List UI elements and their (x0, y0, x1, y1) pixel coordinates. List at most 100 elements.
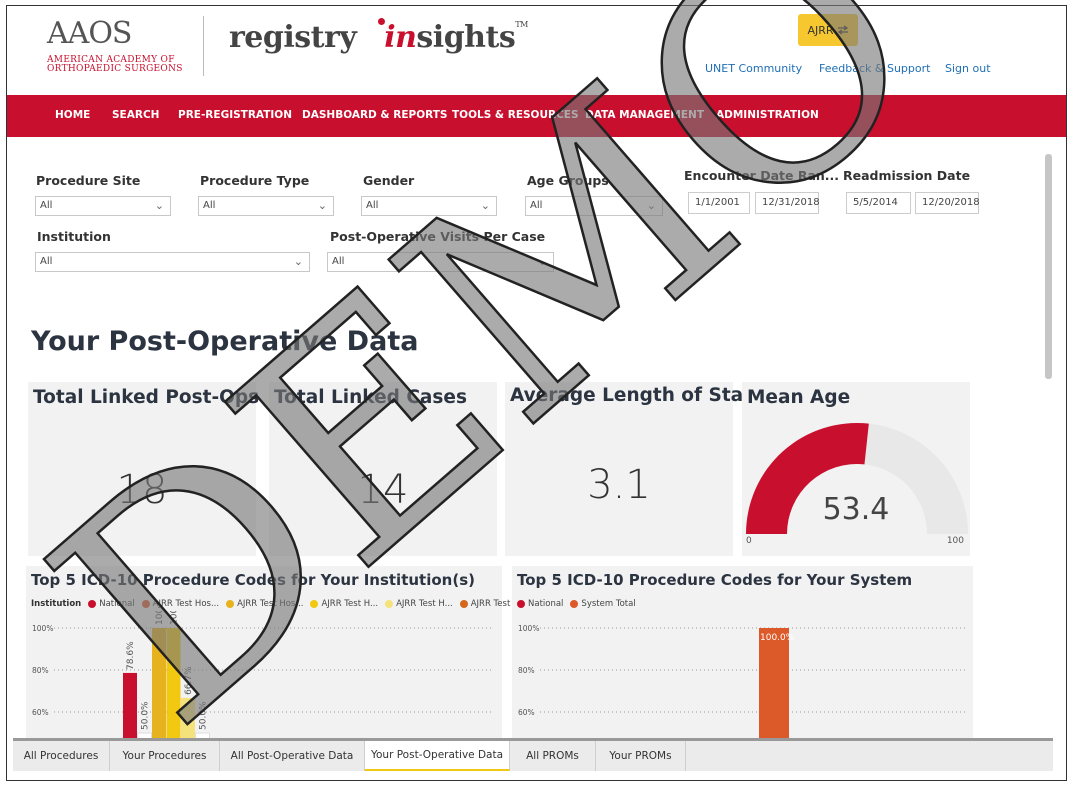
nav-tools-resources[interactable]: TOOLS & RESOURCES (452, 109, 579, 121)
tab-your-procedures[interactable]: Your Procedures (110, 741, 220, 771)
kpi-title: Mean Age (747, 387, 851, 408)
chevron-down-icon: ⌄ (154, 199, 164, 212)
gender-value: All (366, 200, 379, 211)
age-groups-select[interactable]: All ⌄ (525, 196, 663, 216)
encounter-date-label: Encounter Date Ran... (684, 168, 840, 183)
mean-age-gauge (746, 423, 968, 534)
bar-data-label: 100.0% (155, 611, 165, 625)
procedure-site-select[interactable]: All ⌄ (35, 196, 171, 216)
readmission-date-label: Readmission Date (843, 168, 971, 183)
chart-legend: Institution National AJRR Test Hos... AJ… (31, 599, 527, 609)
tab-all-proms[interactable]: All PROMs (510, 741, 596, 771)
chart-bar[interactable] (195, 732, 210, 741)
logo-in-word: in (384, 20, 417, 55)
procedure-type-select[interactable]: All ⌄ (198, 196, 334, 216)
legend-dot-icon (517, 600, 525, 608)
ajrr-switch-button[interactable]: AJRR (798, 14, 858, 46)
bar-data-label: 66.7% (184, 666, 194, 695)
legend-title: Institution (31, 599, 82, 609)
age-groups-label: Age Groups (527, 173, 609, 188)
legend-entry[interactable]: AJRR Test Hos... (237, 599, 304, 609)
tab-your-post-operative-data[interactable]: Your Post-Operative Data (365, 741, 510, 771)
nav-search[interactable]: SEARCH (112, 109, 160, 121)
unet-community-link[interactable]: UNET Community (705, 62, 803, 75)
chart-bar[interactable] (123, 672, 137, 741)
main-nav: HOME SEARCH PRE-REGISTRATION DASHBOARD &… (7, 95, 1066, 137)
bar-data-label: 50.0% (141, 701, 151, 730)
tab-all-post-operative-data[interactable]: All Post-Operative Data (220, 741, 365, 771)
legend-entry[interactable]: AJRR Test H... (396, 599, 453, 609)
encounter-start-date-input[interactable]: 1/1/2001 (688, 192, 750, 214)
tab-all-procedures[interactable]: All Procedures (13, 741, 110, 771)
y-tick-label: 80% (32, 666, 49, 675)
registry-insights-logo[interactable]: registry insightsTM (229, 18, 528, 55)
gauge-fill (746, 423, 869, 534)
sign-out-link[interactable]: Sign out (945, 62, 991, 75)
encounter-end-date-input[interactable]: 12/31/2018 (755, 192, 820, 214)
nav-home[interactable]: HOME (55, 109, 91, 121)
logo-sights-word: sights (416, 20, 516, 55)
bar-data-label: 100.0% (760, 633, 795, 643)
legend-entry[interactable]: National (528, 599, 564, 609)
procedure-site-label: Procedure Site (36, 173, 141, 188)
ajrr-button-label: AJRR (807, 23, 834, 37)
bar-data-label: 78.6% (126, 641, 136, 670)
y-tick-label: 100% (518, 624, 539, 633)
aaos-logo[interactable]: AAOS American Academy of Orthopaedic Sur… (47, 16, 197, 76)
gender-label: Gender (363, 173, 415, 188)
institution-label: Institution (37, 229, 111, 244)
nav-data-management[interactable]: DATA MANAGEMENT (585, 109, 705, 121)
post-op-visits-select[interactable]: All ⌄ (327, 252, 554, 272)
chevron-down-icon: ⌄ (317, 199, 327, 212)
legend-dot-icon (385, 600, 394, 608)
procedure-site-value: All (40, 200, 53, 211)
aaos-logo-subtitle: American Academy of Orthopaedic Surgeons (47, 56, 183, 74)
y-tick-label: 100% (32, 624, 53, 633)
chart-bar[interactable] (137, 732, 152, 741)
chevron-down-icon: ⌄ (646, 199, 656, 212)
legend-entry[interactable]: National (99, 599, 135, 609)
gauge-max-label: 100 (946, 536, 964, 546)
age-groups-value: All (530, 200, 543, 211)
kpi-card-linked-cases: Total Linked Cases 14 (269, 382, 497, 556)
institution-value: All (40, 256, 53, 267)
chart-title: Top 5 ICD-10 Procedure Codes for Your Sy… (517, 571, 913, 589)
vertical-scrollbar[interactable] (1045, 154, 1052, 379)
bar-data-label: 50.0% (199, 701, 209, 730)
chart-bar[interactable] (152, 628, 166, 741)
readmission-end-date-input[interactable]: 12/20/2018 (915, 192, 980, 214)
kpi-card-linked-post-ops: Total Linked Post-Ops 18 (28, 382, 259, 556)
procedure-type-value: All (203, 200, 216, 211)
y-tick-label: 80% (518, 666, 535, 675)
chart-bar[interactable] (759, 628, 789, 741)
page-title: Your Post-Operative Data (31, 326, 419, 357)
legend-dot-icon (570, 600, 579, 608)
gauge-value: 53.4 (822, 492, 890, 527)
feedback-support-link[interactable]: Feedback & Support (819, 62, 931, 75)
gauge-min-label: 0 (746, 536, 752, 546)
kpi-value: 14 (357, 467, 409, 513)
tab-your-proms[interactable]: Your PROMs (596, 741, 686, 771)
chart-legend: National System Total (517, 599, 636, 609)
nav-dashboard-reports[interactable]: DASHBOARD & REPORTS (302, 109, 448, 121)
legend-entry[interactable]: System Total (581, 599, 636, 609)
legend-entry[interactable]: AJRR Test Hos... (152, 599, 220, 609)
chart-bar[interactable] (166, 628, 181, 741)
chevron-down-icon: ⌄ (293, 255, 303, 268)
legend-entry[interactable]: AJRR Test H... (321, 599, 379, 609)
chart-panel-system: Top 5 ICD-10 Procedure Codes for Your Sy… (512, 566, 973, 741)
legend-dot-icon (88, 600, 97, 608)
nav-administration[interactable]: ADMINISTRATION (716, 109, 819, 121)
page-tabs: All Procedures Your Procedures All Post-… (13, 738, 1053, 771)
aaos-logo-text: AAOS (47, 16, 132, 51)
chart-bar[interactable] (181, 697, 195, 741)
legend-entry[interactable]: AJRR Test H... (470, 599, 528, 609)
gender-select[interactable]: All ⌄ (361, 196, 497, 216)
nav-pre-registration[interactable]: PRE-REGISTRATION (178, 109, 292, 121)
readmission-start-date-input[interactable]: 5/5/2014 (846, 192, 911, 214)
y-tick-label: 60% (32, 708, 49, 717)
kpi-card-avg-length-of-stay: Average Length of Stay 3.1 (505, 382, 755, 556)
kpi-value: 3.1 (587, 462, 651, 508)
institution-select[interactable]: All ⌄ (35, 252, 310, 272)
app-frame: AAOS American Academy of Orthopaedic Sur… (6, 5, 1067, 781)
